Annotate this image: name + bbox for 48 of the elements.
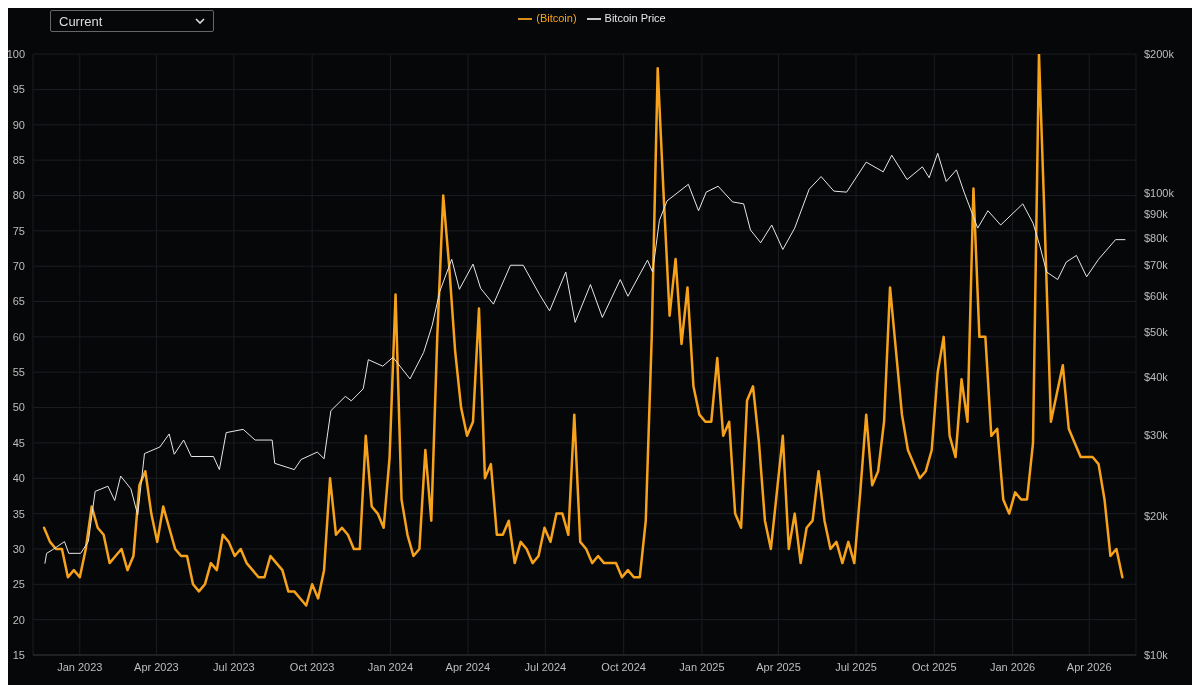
- y2-tick-label: $10k: [1144, 648, 1169, 661]
- y2-tick-label: $200k: [1144, 48, 1175, 60]
- legend-label: Bitcoin Price: [604, 12, 666, 24]
- y2-tick-label: $90k: [1144, 208, 1169, 221]
- line-series: [44, 152, 1126, 564]
- x-tick-label: Oct 2024: [601, 660, 646, 673]
- y-tick-label: 25: [12, 578, 25, 591]
- y-tick-label: 20: [12, 613, 25, 626]
- x-tick-label: Oct 2025: [911, 660, 957, 673]
- x-tick-label: Apr 2026: [1066, 660, 1112, 673]
- y-tick-label: 55: [12, 366, 25, 379]
- x-tick-label: Jan 2026: [989, 660, 1036, 673]
- x-tick-label: Jul 2023: [213, 660, 255, 673]
- y-tick-label: 15: [12, 648, 25, 661]
- x-tick-label: Jan 2023: [57, 660, 103, 673]
- y-tick-label: 85: [12, 154, 25, 167]
- y-tick-label: 90: [12, 118, 25, 131]
- y2-tick-label: $20k: [1144, 509, 1169, 522]
- text: Current: [59, 13, 103, 29]
- legend-label: (Bitcoin): [536, 12, 577, 24]
- y-tick-label: 40: [12, 472, 25, 485]
- y2-tick-label: $50k: [1144, 326, 1169, 339]
- y-tick-label: 70: [12, 260, 25, 273]
- y-tick-label: 50: [12, 401, 25, 414]
- x-tick-label: Jan 2024: [367, 660, 414, 673]
- y-tick-label: 95: [12, 83, 25, 96]
- y2-tick-label: $30k: [1144, 428, 1169, 441]
- x-tick-label: Jul 2024: [524, 660, 567, 673]
- y-tick-label: 35: [12, 507, 25, 520]
- y-tick-label: 45: [12, 436, 25, 449]
- y-tick-label: 60: [12, 330, 25, 343]
- x-tick-label: Apr 2024: [445, 660, 491, 673]
- x-tick-label: Apr 2025: [756, 660, 801, 673]
- line-series: [42, 54, 1124, 607]
- x-tick-label: Apr 2023: [134, 660, 179, 673]
- x-tick-label: Jan 2025: [679, 660, 725, 673]
- y2-tick-label: $80k: [1144, 231, 1169, 244]
- y2-tick-label: $100k: [1144, 187, 1175, 200]
- y-tick-label: 100: [6, 48, 25, 60]
- x-tick-label: Oct 2023: [289, 660, 335, 673]
- y2-tick-label: $70k: [1144, 258, 1169, 271]
- y-tick-label: 30: [12, 542, 25, 555]
- y-tick-label: 65: [12, 295, 25, 308]
- y-tick-label: 80: [12, 189, 25, 202]
- x-tick-label: Jul 2025: [835, 660, 877, 673]
- y2-tick-label: $60k: [1144, 289, 1169, 302]
- y2-tick-label: $40k: [1144, 370, 1169, 383]
- y-tick-label: 75: [12, 224, 25, 237]
